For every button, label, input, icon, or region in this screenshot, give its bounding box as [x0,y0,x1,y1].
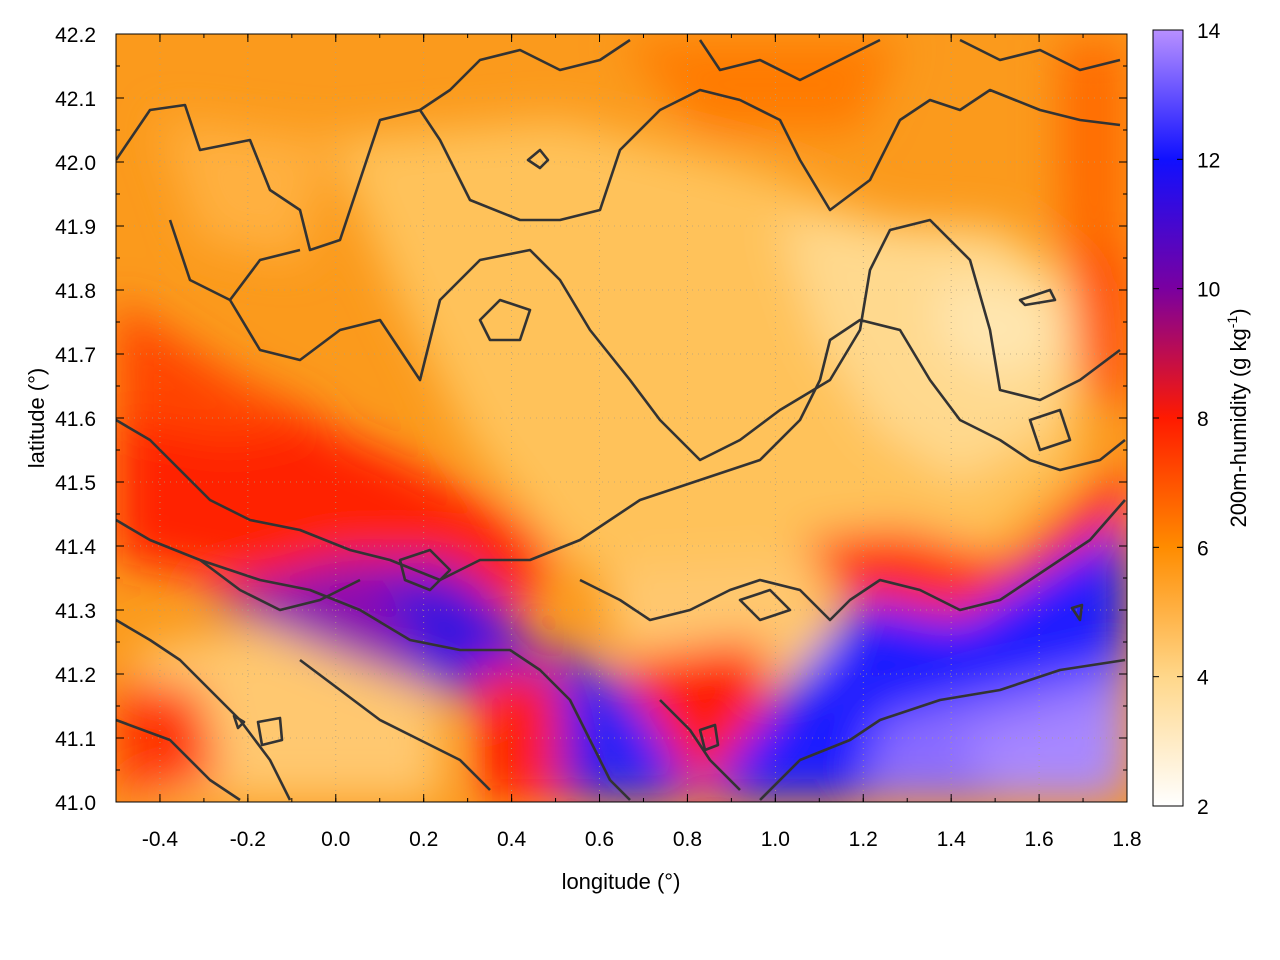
grid-lines [116,34,1127,802]
y-tick-label: 41.9 [55,216,96,239]
y-tick-label: 41.4 [55,536,96,559]
y-tick-label: 41.5 [55,472,96,495]
y-tick-label: 41.3 [55,600,96,623]
colorbar-tick-label: 10 [1197,279,1220,302]
y-tick-label: 41.8 [55,280,96,303]
x-tick-label: 1.4 [937,828,967,851]
x-axis: -0.4 -0.2 0.0 0.2 0.4 0.6 0.8 1.0 1.2 1.4 1.6 1.8 [115,34,1142,851]
colorbar-title-close: ) [1226,308,1251,315]
colorbar-tick-label: 14 [1197,20,1221,43]
y-tick-label: 41.7 [55,344,96,367]
x-tick-label: 0.6 [585,828,614,851]
x-tick-label: 0.4 [497,828,527,851]
x-tick-label: 0.8 [673,828,702,851]
x-tick-label: -0.4 [142,828,179,851]
colorbar-tick-label: 12 [1197,149,1220,172]
humidity-field [116,34,1127,802]
colorbar-tick-label: 4 [1197,667,1209,690]
colorbar: 2 4 6 8 10 12 14 200m-humidity (g kg-1) [1152,20,1251,819]
x-tick-label: 1.6 [1024,828,1053,851]
y-tick-label: 41.6 [55,408,96,431]
x-tick-label: 1.2 [849,828,878,851]
y-tick-label: 41.0 [55,792,96,815]
colorbar-tick-label: 6 [1197,537,1209,560]
contour-lines [116,38,1126,802]
y-tick-label: 42.1 [55,88,96,111]
colorbar-title-main: 200m-humidity (g kg [1226,328,1251,527]
x-axis-title: longitude (°) [562,869,681,894]
y-tick-label: 41.2 [55,664,96,687]
y-tick-label: 42.0 [55,152,96,175]
x-tick-label: 1.8 [1112,828,1141,851]
colorbar-tick-label: 2 [1197,796,1209,819]
colorbar-ticks: 2 4 6 8 10 12 14 [1153,20,1221,819]
x-tick-label: 1.0 [761,828,790,851]
x-tick-label: 0.0 [321,828,350,851]
x-tick-label: -0.2 [230,828,266,851]
y-tick-label: 42.2 [55,24,96,47]
x-tick-label: 0.2 [409,828,438,851]
y-axis-title: latitude (°) [24,368,49,469]
y-tick-label: 41.1 [55,728,96,751]
colorbar-title-sup: -1 [1224,316,1240,329]
colorbar-tick-label: 8 [1197,408,1209,431]
y-axis: 41.0 41.1 41.2 41.3 41.4 41.5 41.6 41.7 41.8 41.9… [55,24,1127,815]
colorbar-title: 200m-humidity (g kg-1) [1224,308,1251,527]
